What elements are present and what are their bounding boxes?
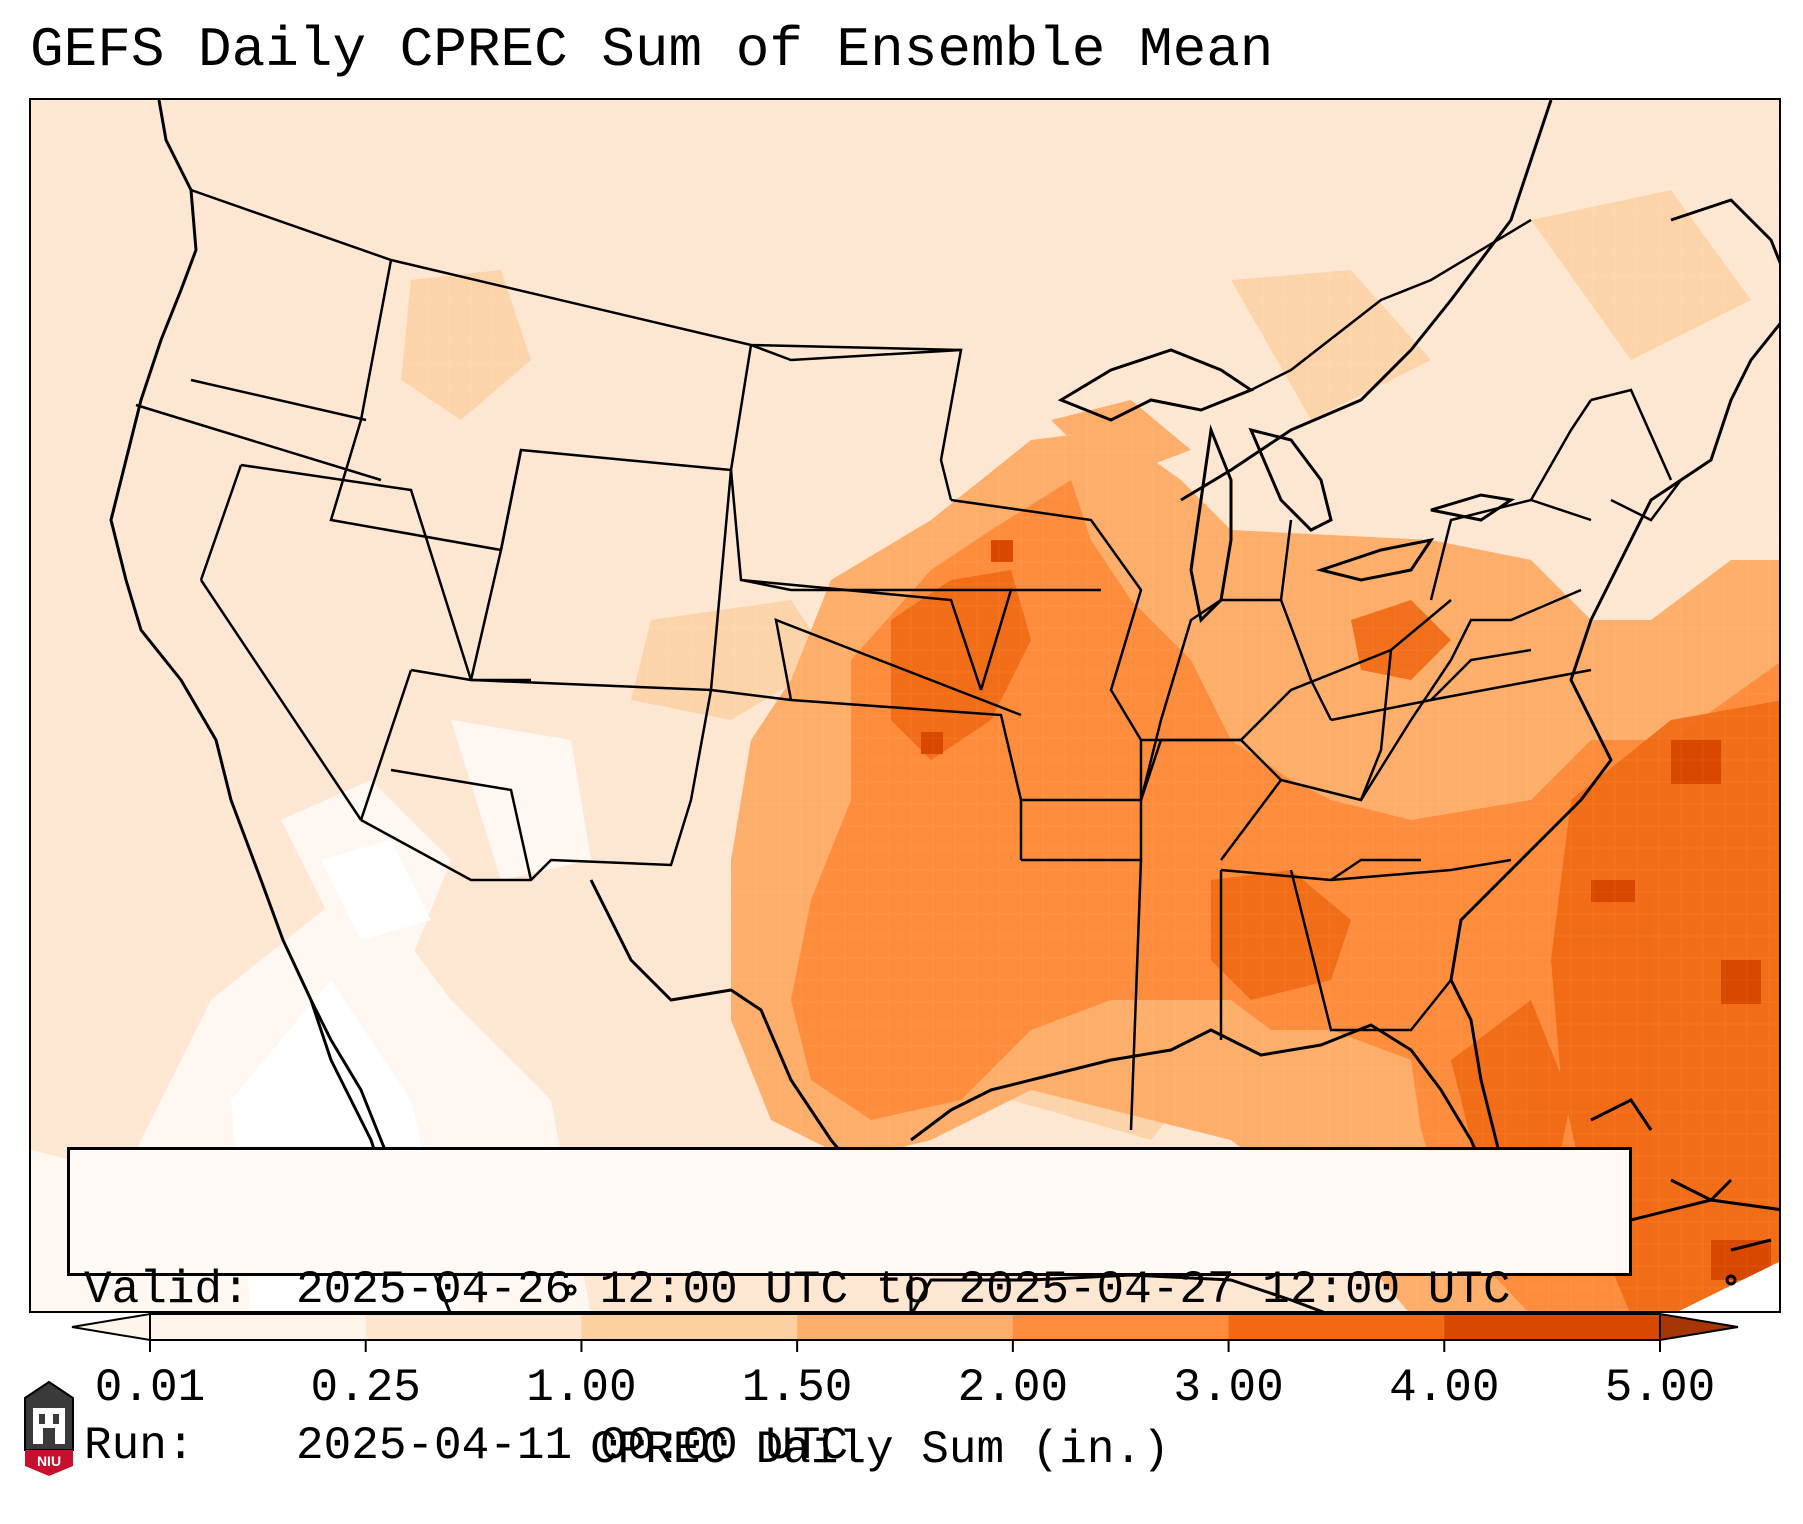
map-svg — [31, 100, 1779, 1311]
colorbar-outline — [149, 1313, 1661, 1341]
projection-corner — [1679, 1261, 1779, 1311]
colorbar-segment — [365, 1314, 582, 1340]
colorbar-segment — [581, 1314, 798, 1340]
state-boundaries — [135, 188, 1682, 1131]
logo-text: NIU — [37, 1453, 61, 1469]
colorbar-segment — [1444, 1314, 1661, 1340]
colorbar-tick-label: 0.01 — [94, 1362, 206, 1414]
colorbar-tick-label: 2.00 — [957, 1362, 1069, 1414]
colorbar-segment — [1012, 1314, 1230, 1340]
colorbar-extend-max — [1659, 1312, 1739, 1342]
colorbar-tick-label: 1.50 — [741, 1362, 853, 1414]
chart-title: GEFS Daily CPREC Sum of Ensemble Mean — [30, 18, 1274, 82]
colorbar-tick-label: 0.25 — [310, 1362, 421, 1414]
colorbar-tick-label: 5.00 — [1604, 1362, 1716, 1414]
colorbar-tick-label: 3.00 — [1173, 1362, 1284, 1414]
valid-row: Valid: 2025-04-26 12:00 UTC to 2025-04-27… — [84, 1264, 1615, 1316]
run-value: 2025-04-11 00:00 UTC — [296, 1420, 849, 1472]
precip-map — [29, 98, 1781, 1313]
colorbar-tick-label: 4.00 — [1389, 1362, 1500, 1414]
run-label: Run: — [84, 1420, 195, 1472]
colorbar-segment — [797, 1314, 1014, 1340]
valid-label: Valid: — [84, 1264, 250, 1316]
islands — [565, 1098, 1772, 1296]
run-row: Run: 2025-04-11 00:00 UTC — [84, 1420, 1615, 1472]
colorbar-segment — [1228, 1314, 1445, 1340]
colorbar-extend-min — [71, 1312, 151, 1342]
coastlines — [109, 100, 1779, 1311]
grid-texture — [31, 100, 1779, 1311]
colorbar-tick-label: 1.00 — [526, 1362, 637, 1414]
valid-value: 2025-04-26 12:00 UTC to 2025-04-27 12:00… — [296, 1264, 1511, 1316]
niu-logo: NIU — [24, 1380, 74, 1476]
colorbar-segment — [150, 1314, 367, 1340]
valid-run-box: Valid: 2025-04-26 12:00 UTC to 2025-04-27… — [67, 1147, 1632, 1472]
colorbar-label: CPREC Daily Sum (in.) — [590, 1424, 1170, 1476]
colorbar — [71, 1312, 1739, 1352]
